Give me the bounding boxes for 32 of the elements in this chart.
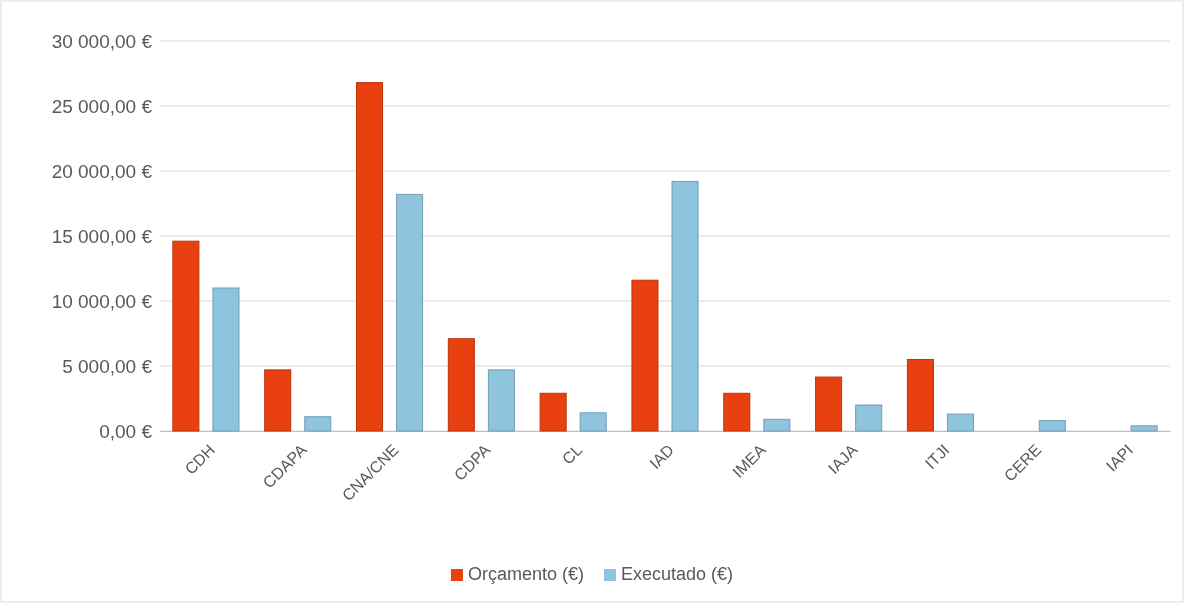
y-tick-label: 0,00 € — [99, 420, 153, 442]
bar — [539, 392, 567, 432]
bar — [815, 376, 843, 432]
bar — [723, 392, 751, 432]
legend-label: Executado (€) — [620, 564, 734, 584]
bar — [264, 369, 292, 432]
x-tick-label: CL — [558, 441, 586, 468]
bar — [946, 413, 975, 432]
y-tick-label: 20 000,00 € — [51, 160, 153, 182]
bar — [579, 412, 607, 432]
y-tick-label: 25 000,00 € — [51, 95, 153, 117]
y-tick-label: 15 000,00 € — [51, 225, 153, 247]
bar — [212, 287, 240, 432]
bar — [1130, 425, 1158, 432]
bar — [447, 338, 475, 432]
bar — [855, 404, 883, 432]
bar — [1038, 420, 1066, 432]
bar — [304, 416, 332, 432]
x-tick-label: IAD — [646, 441, 678, 473]
bar — [631, 279, 659, 432]
bar — [906, 359, 934, 432]
legend-label: Orçamento (€) — [467, 564, 584, 584]
y-tick-label: 5 000,00 € — [62, 355, 153, 377]
x-tick-label: ITJI — [921, 441, 953, 473]
y-tick-label: 30 000,00 € — [51, 30, 153, 52]
bar — [487, 369, 515, 432]
bar — [172, 240, 200, 432]
bar — [396, 193, 424, 432]
bar — [671, 180, 699, 432]
bar — [763, 418, 791, 432]
bar — [355, 82, 384, 432]
y-tick-label: 10 000,00 € — [51, 290, 153, 312]
